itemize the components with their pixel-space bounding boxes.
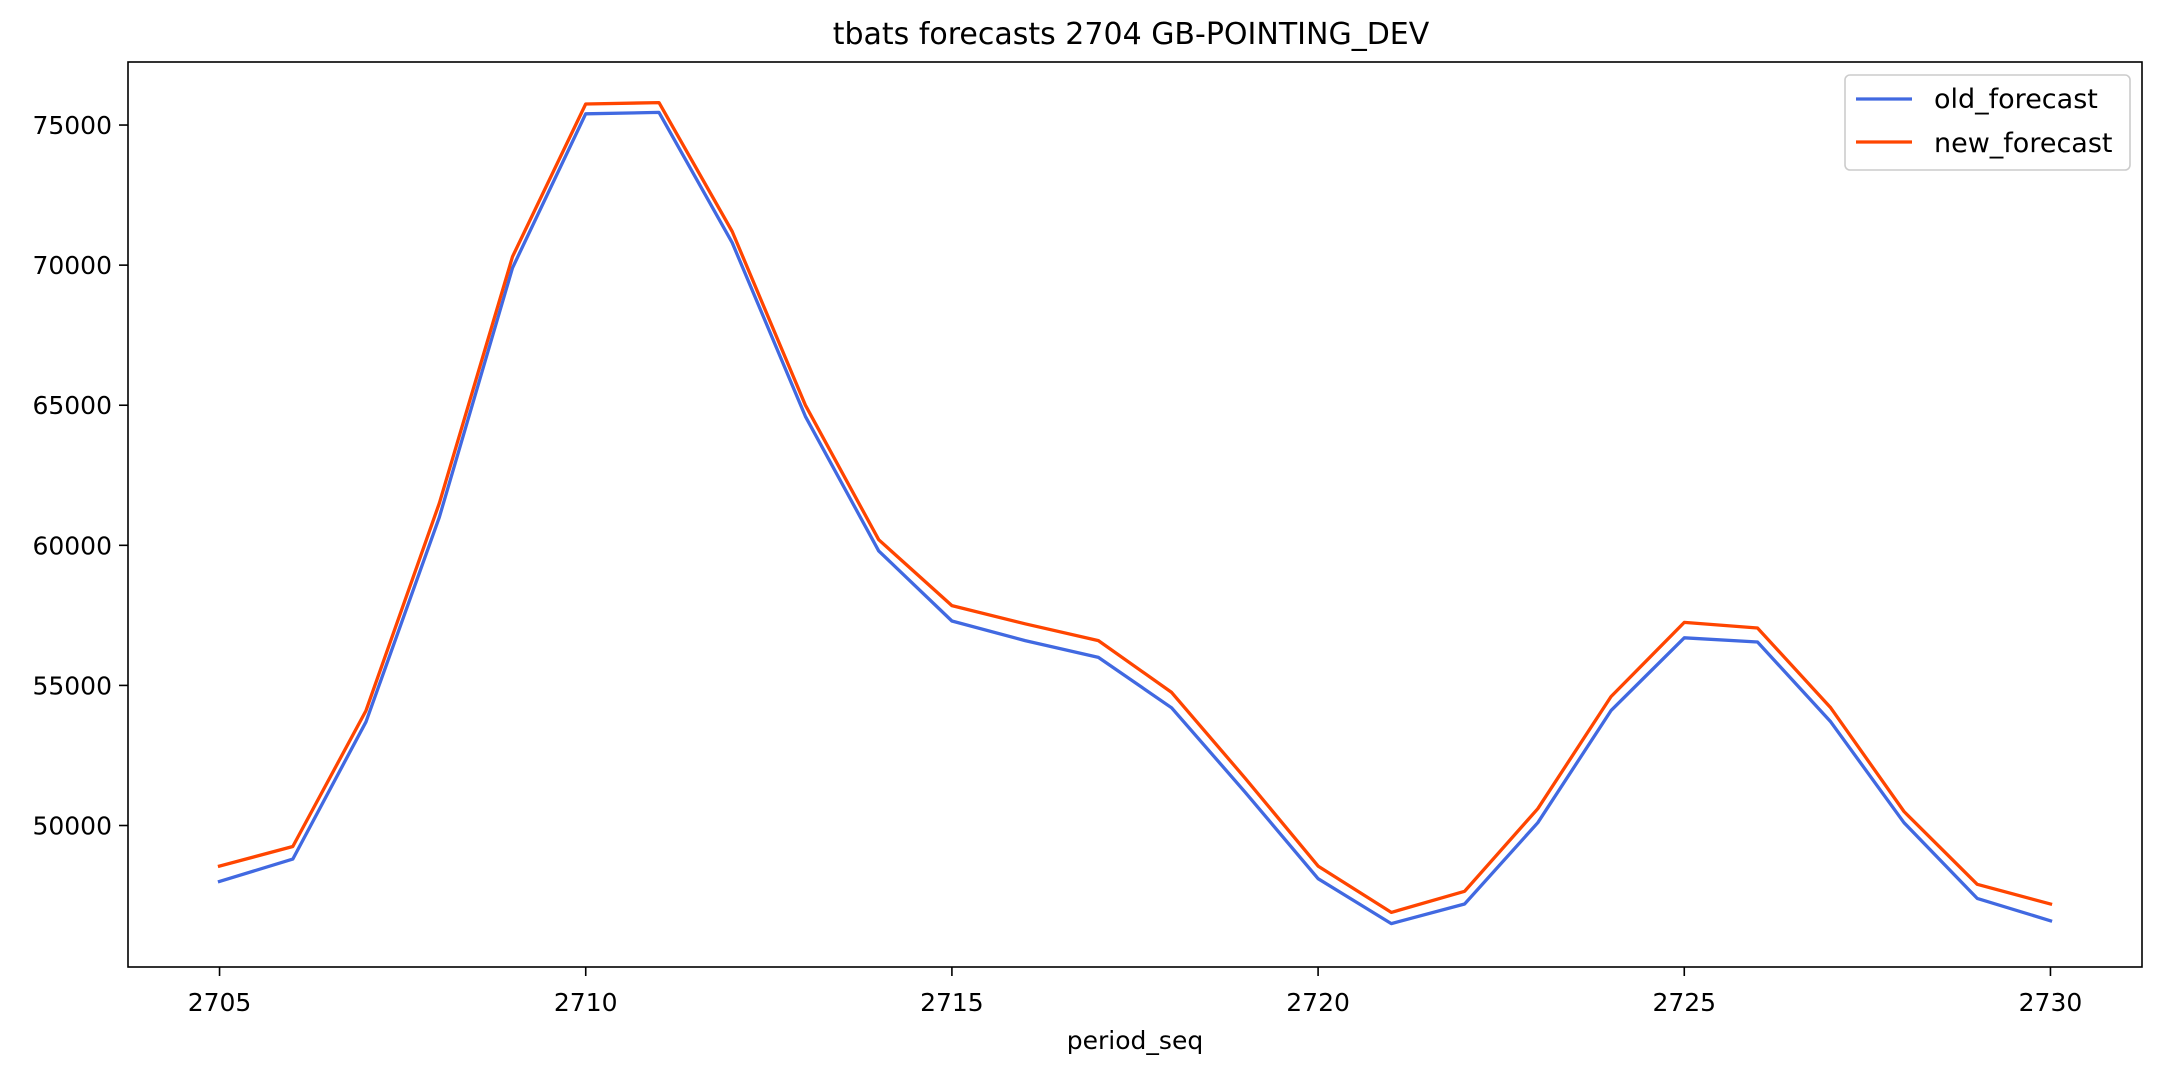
x-tick-label: 2710 [554,988,618,1017]
y-tick-label: 50000 [32,812,112,841]
legend-label-old-forecast: old_forecast [1934,84,2098,115]
y-tick-label: 60000 [32,531,112,560]
x-tick-label: 2730 [2019,988,2083,1017]
axis-ticks: 2705 2710 2715 2720 2725 2730 50000 55000 60000 6… [32,111,2082,1017]
legend: old_forecast new_forecast [1844,74,2131,171]
y-tick-label: 55000 [32,671,112,700]
x-tick-label: 2715 [920,988,984,1017]
y-tick-label: 75000 [32,111,112,140]
chart-title: tbats forecasts 2704 GB-POINTING_DEV [833,17,1430,52]
x-tick-label: 2705 [188,988,252,1017]
y-tick-label: 70000 [32,251,112,280]
x-tick-label: 2725 [1652,988,1716,1017]
series-line-old-forecast [217,110,2053,926]
y-tick-label: 65000 [32,391,112,420]
plot-frame [127,61,2143,968]
x-tick-label: 2720 [1286,988,1350,1017]
x-axis-label: period_seq [1067,1026,1203,1055]
legend-box [1844,74,2131,171]
legend-label-new-forecast: new_forecast [1934,128,2113,159]
series-line-new-forecast [217,100,2053,915]
plot-area [217,100,2053,926]
